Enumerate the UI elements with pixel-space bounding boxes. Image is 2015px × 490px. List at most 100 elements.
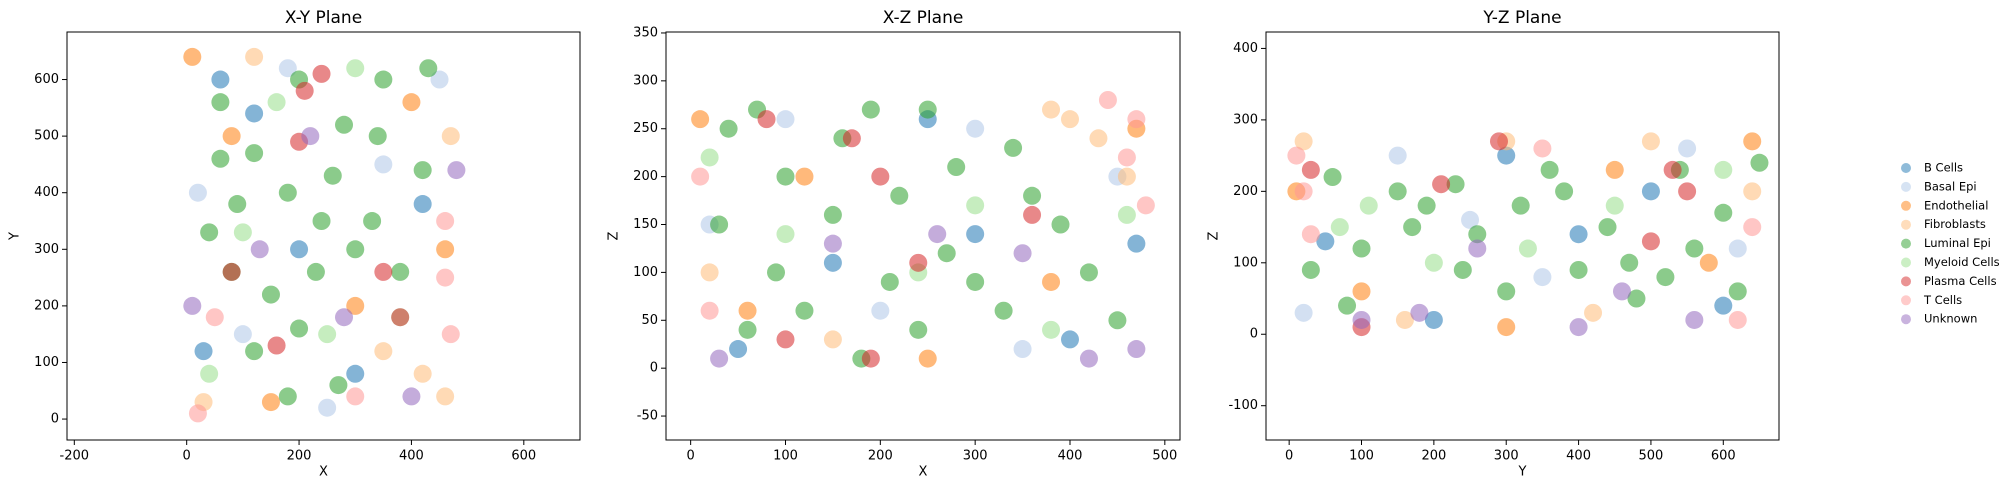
point [1555, 182, 1574, 201]
point [363, 212, 382, 231]
point [318, 325, 337, 344]
point [1540, 160, 1559, 179]
point [436, 212, 455, 231]
legend-marker [1901, 163, 1911, 173]
legend-marker [1901, 200, 1911, 211]
point [1388, 146, 1407, 165]
point [368, 127, 387, 146]
legend-label: T Cells [1923, 293, 1962, 307]
legend-label: Plasma Cells [1924, 274, 1997, 288]
point [1051, 215, 1070, 234]
point [738, 301, 757, 320]
point [1127, 110, 1146, 129]
point [947, 158, 966, 177]
x-axis-label: X [319, 465, 328, 480]
point [1728, 310, 1747, 329]
x-tick-label: 600 [511, 449, 536, 464]
point [441, 325, 460, 344]
point [391, 262, 410, 281]
point [211, 70, 230, 89]
y-tick-label: 400 [1233, 41, 1258, 56]
point [1079, 349, 1098, 368]
y-tick-label: 200 [1233, 184, 1258, 199]
y-axis-label: Y [8, 232, 23, 241]
point [1533, 139, 1552, 158]
point [323, 166, 342, 185]
point [222, 262, 241, 281]
point [1750, 153, 1769, 172]
point [928, 225, 947, 244]
point [346, 59, 365, 78]
point [1714, 296, 1733, 315]
x-axis-label: X [919, 465, 928, 480]
point [335, 308, 354, 327]
point [700, 263, 719, 282]
point [245, 104, 264, 123]
point [1127, 340, 1146, 359]
y-axis-label: Z [1207, 231, 1222, 240]
point [823, 253, 842, 272]
point [1714, 203, 1733, 222]
point [1388, 182, 1407, 201]
point [1612, 282, 1631, 301]
legend-marker [1901, 219, 1911, 230]
point [1098, 91, 1117, 109]
point [1461, 210, 1480, 229]
y-tick-label: -50 [637, 409, 658, 424]
legend-label: Unknown [1924, 312, 1977, 326]
point [374, 70, 393, 89]
y-tick-label: 300 [633, 73, 658, 88]
y-tick-label: 600 [34, 72, 59, 87]
point [1294, 132, 1313, 151]
axes-frame [66, 31, 581, 441]
point [719, 119, 738, 138]
point [1518, 239, 1537, 258]
legend-label: Luminal Epi [1924, 236, 1991, 250]
point [1060, 110, 1079, 129]
point [245, 144, 264, 163]
x-tick-label: 400 [1566, 449, 1591, 464]
point [729, 340, 748, 359]
point [1728, 239, 1747, 258]
x-tick-label: -200 [60, 449, 90, 464]
point [1117, 167, 1136, 186]
legend-marker [1901, 276, 1911, 287]
point [222, 127, 241, 146]
point [1743, 182, 1762, 201]
point [1294, 182, 1313, 201]
points [183, 47, 466, 423]
point [1301, 225, 1320, 244]
point [1403, 218, 1422, 237]
legend-label: Fibroblasts [1924, 217, 1986, 231]
point [413, 364, 432, 383]
point [1584, 303, 1603, 322]
x-tick-label: 200 [868, 449, 893, 464]
point [1127, 234, 1146, 253]
y-tick-label: 300 [34, 242, 59, 257]
point [436, 387, 455, 406]
x-tick-label: 500 [1639, 449, 1664, 464]
point [937, 244, 956, 263]
point [1678, 182, 1697, 201]
point [776, 225, 795, 244]
point [710, 215, 729, 234]
point [228, 195, 247, 214]
point [306, 262, 325, 281]
point [1301, 160, 1320, 179]
point [1424, 253, 1443, 272]
point [966, 119, 985, 138]
point [261, 393, 280, 412]
point [278, 59, 297, 78]
x-axis-label: Y [1518, 465, 1527, 480]
legend-marker [1901, 295, 1911, 306]
point [1108, 311, 1127, 330]
point [1497, 318, 1516, 337]
point [1042, 272, 1061, 291]
point [346, 387, 365, 406]
point [1605, 160, 1624, 179]
point [346, 240, 365, 259]
point [1569, 318, 1588, 337]
x-tick-label: 100 [1349, 449, 1374, 464]
point [1316, 232, 1335, 251]
